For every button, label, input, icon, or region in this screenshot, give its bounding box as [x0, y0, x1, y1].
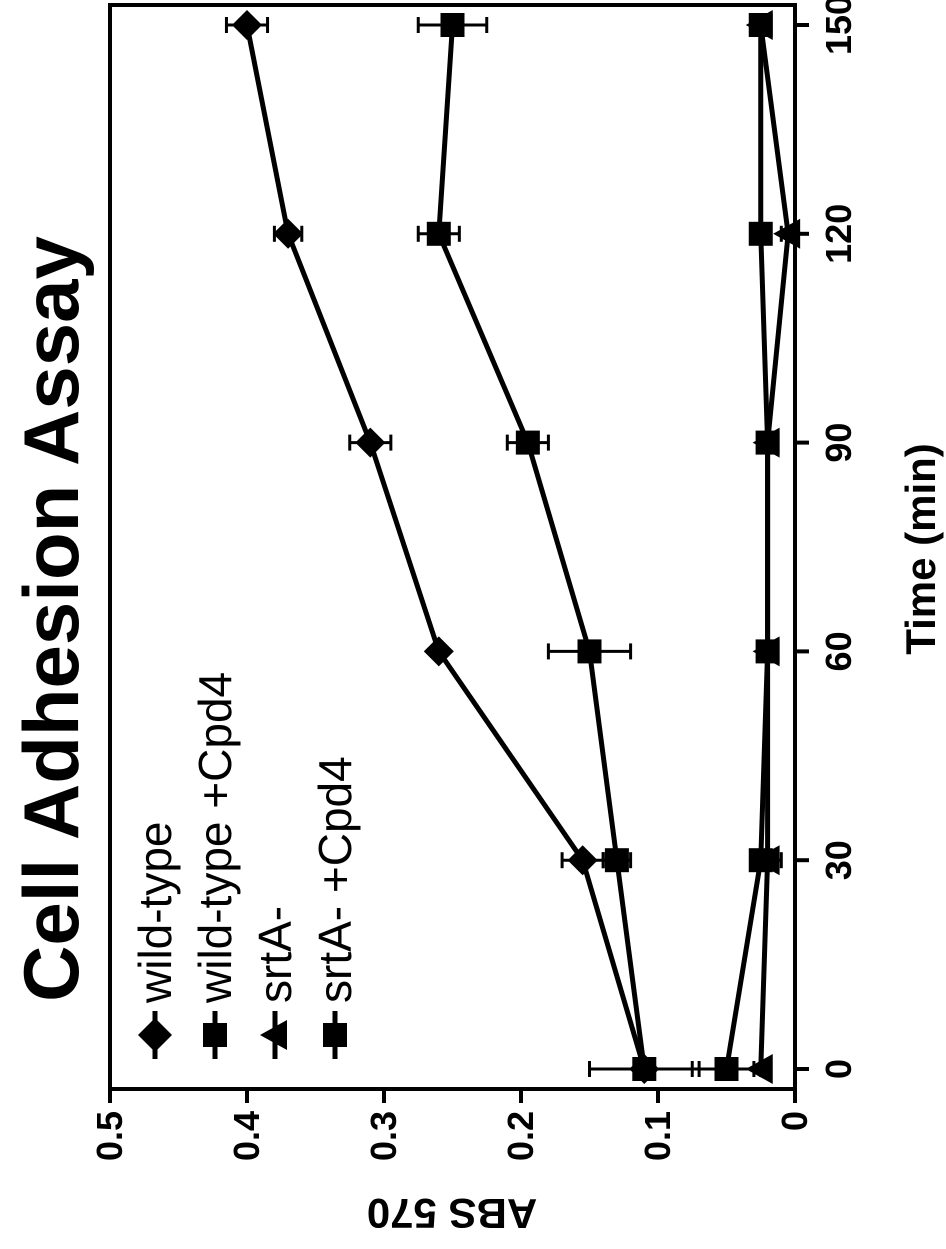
legend-entry: wild-type +Cpd4: [189, 672, 241, 1059]
data-point: [515, 430, 540, 455]
x-tick-label: 120: [818, 204, 859, 264]
series-line: [436, 24, 647, 1070]
legend-label: srtA- +Cpd4: [309, 756, 361, 1003]
series-2: [416, 13, 701, 1081]
y-tick-label: 0.3: [363, 1111, 404, 1161]
data-point: [755, 430, 780, 455]
series-line: [758, 24, 791, 1070]
data-point: [273, 218, 304, 249]
series-layer: [224, 10, 801, 1084]
series-4: [690, 13, 780, 1081]
data-point: [748, 848, 773, 873]
data-point: [355, 427, 386, 458]
x-tick-label: 0: [818, 1059, 859, 1079]
data-point: [748, 221, 773, 246]
legend-label: srtA-: [249, 906, 301, 1003]
data-point: [426, 221, 451, 246]
legend-entry: wild-type: [129, 821, 181, 1059]
legend-marker: [323, 1023, 347, 1047]
data-point: [567, 845, 598, 876]
legend-marker: [203, 1023, 227, 1047]
data-point: [232, 10, 262, 40]
y-tick-label: 0: [774, 1111, 815, 1131]
data-point: [714, 1057, 739, 1081]
data-point: [755, 639, 780, 664]
series-line: [724, 25, 771, 1070]
x-tick-label: 150: [818, 0, 859, 55]
y-tick-label: 0.1: [637, 1111, 678, 1161]
legend-marker: [260, 1020, 287, 1050]
x-axis-label: Time (min): [897, 443, 944, 655]
data-point: [773, 218, 801, 249]
x-tick-label: 60: [818, 631, 859, 671]
legend: wild-type wild-type +Cpd4 srtA-srtA- +Cpd4: [129, 672, 361, 1059]
x-axis: 0 30 60 90 120 150: [795, 0, 859, 1079]
legend-label: wild-type: [129, 821, 181, 1004]
legend-label: wild-type +Cpd4: [189, 672, 241, 1004]
legend-marker: [138, 1018, 172, 1052]
y-tick-label: 0.2: [500, 1111, 541, 1161]
chart-title: Cell Adhesion Assay: [7, 236, 95, 1002]
series-line: [244, 24, 647, 1070]
data-point: [604, 848, 629, 873]
x-tick-label: 90: [818, 423, 859, 463]
data-point: [748, 13, 773, 37]
y-axis: 0 0.1 0.2 0.3 0.4 0.5: [89, 1089, 815, 1161]
legend-entry: srtA-: [249, 906, 301, 1059]
y-axis-label: ABS 570: [367, 1190, 537, 1237]
y-tick-label: 0.5: [89, 1111, 130, 1161]
data-point: [577, 639, 602, 664]
data-point: [423, 636, 454, 667]
plot-area: [108, 3, 797, 1091]
series-3: [745, 10, 801, 1084]
data-point: [440, 13, 465, 37]
data-point: [632, 1057, 657, 1081]
legend-entry: srtA- +Cpd4: [309, 756, 361, 1059]
y-tick-label: 0.4: [226, 1111, 267, 1161]
x-tick-label: 30: [818, 840, 859, 880]
